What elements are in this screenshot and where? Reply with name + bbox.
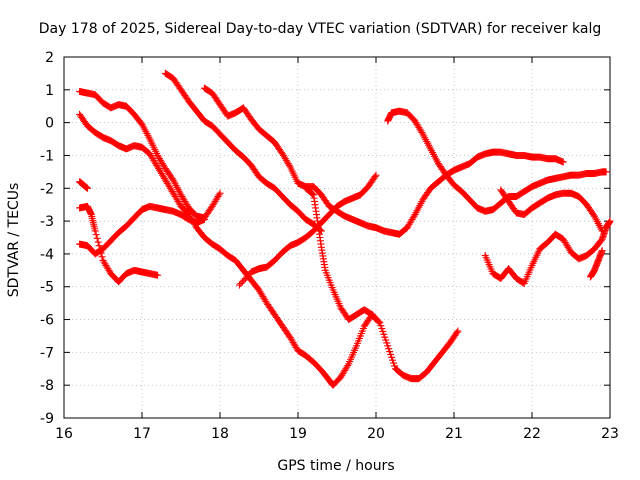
data-point (453, 328, 461, 336)
data-point (216, 189, 224, 197)
data-point (240, 276, 248, 284)
y-tick-label: -9 (40, 411, 54, 427)
series-arc-4 (76, 178, 91, 192)
y-tick-label: -4 (40, 247, 54, 263)
data-point (243, 273, 251, 281)
grid (64, 57, 610, 418)
series-arc-9 (302, 184, 380, 324)
y-tick-label: -5 (40, 280, 54, 296)
data-point (237, 279, 245, 287)
data-point (91, 227, 99, 235)
data-point (93, 234, 101, 242)
series-arc-5 (76, 202, 208, 258)
x-tick-label: 20 (367, 426, 385, 442)
x-tick-label: 23 (601, 426, 619, 442)
data-point (372, 171, 380, 179)
data-point (154, 271, 162, 279)
x-tick-label: 19 (289, 426, 307, 442)
series-arc-7 (200, 84, 567, 238)
y-tick-label: -2 (40, 181, 54, 197)
data-point (241, 275, 249, 283)
y-axis-label: SDTVAR / TECUs (6, 183, 22, 298)
series-arc-10 (384, 107, 610, 215)
x-tick-label: 21 (445, 426, 463, 442)
y-tick-label: -3 (40, 214, 54, 230)
data-point (559, 158, 567, 166)
data-point (200, 215, 208, 223)
x-tick-labels: 16 17 18 19 20 21 22 23 (55, 426, 619, 442)
y-tick-label: 1 (45, 83, 54, 99)
data-point (309, 190, 317, 198)
data-point (94, 238, 102, 246)
series-arc-1 (76, 87, 224, 222)
data-point (371, 173, 379, 181)
data-point (238, 278, 246, 286)
series-arc-3 (76, 202, 162, 286)
x-axis-label: GPS time / hours (277, 458, 394, 474)
data-points (76, 69, 614, 389)
y-tick-label: 0 (45, 116, 54, 132)
series-arc-13 (587, 247, 606, 281)
y-tick-labels: -9 -8 -7 -6 -5 -4 -3 -2 -1 0 1 2 (40, 50, 54, 427)
y-tick-label: -7 (40, 345, 54, 361)
plot-frame (63, 56, 611, 419)
data-point (92, 231, 100, 239)
series-arc-11 (497, 186, 606, 235)
chart-title: Day 178 of 2025, Sidereal Day-to-day VTE… (39, 21, 601, 37)
y-tick-label: 2 (45, 50, 54, 66)
data-point (98, 253, 106, 261)
data-point (372, 316, 380, 324)
data-point (598, 247, 606, 255)
data-point (244, 271, 252, 279)
data-point (285, 161, 293, 169)
axis-ticks (63, 56, 611, 419)
data-point (602, 168, 610, 176)
x-tick-label: 16 (55, 426, 73, 442)
data-point (606, 217, 614, 225)
data-point (344, 361, 352, 369)
x-tick-label: 18 (211, 426, 229, 442)
data-point (236, 281, 243, 289)
data-point (454, 327, 462, 335)
series-arc-2 (76, 110, 462, 389)
x-tick-label: 22 (523, 426, 541, 442)
data-point (215, 191, 223, 199)
y-tick-label: -8 (40, 378, 54, 394)
data-point (83, 184, 91, 192)
series-arc-12 (481, 217, 614, 287)
x-tick-label: 17 (133, 426, 151, 442)
y-tick-label: -1 (40, 148, 54, 164)
y-tick-label: -6 (40, 313, 54, 329)
